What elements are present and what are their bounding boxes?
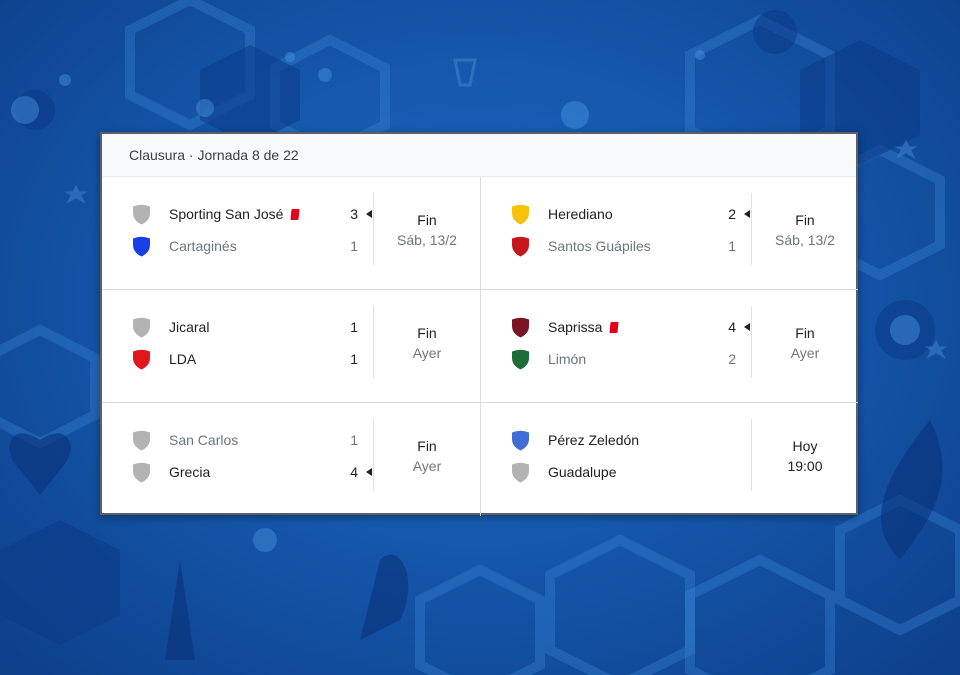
- home-team-row: Pérez Zeledón: [511, 428, 741, 452]
- winner-arrow-icon: [366, 210, 372, 218]
- team-score: 1: [728, 238, 736, 254]
- team-shield-icon: [133, 236, 150, 256]
- match-status-label: Fin: [417, 438, 437, 454]
- match-status: Fin Ayer: [752, 323, 858, 363]
- home-team-row: San Carlos: [132, 428, 362, 452]
- team-name: Herediano: [548, 206, 613, 222]
- card-header: Clausura · Jornada 8 de 22: [102, 134, 856, 177]
- match-date: Sáb, 13/2: [775, 232, 835, 248]
- team-score: 2: [728, 351, 736, 367]
- match-status-label: Hoy: [792, 438, 818, 454]
- match-date: Sáb, 13/2: [397, 232, 457, 248]
- team-name: Pérez Zeledón: [548, 432, 640, 448]
- home-team-row: Sporting San José: [132, 202, 362, 226]
- away-team-row: Cartaginés: [132, 234, 362, 258]
- match-card[interactable]: Sporting San José 3 Cartaginés 1 Fin Sáb, 13/…: [102, 177, 481, 290]
- match-date: Ayer: [790, 345, 820, 361]
- divider: [751, 193, 752, 265]
- team-name: Cartaginés: [169, 238, 237, 254]
- team-score: 1: [350, 238, 358, 254]
- away-team-row: Santos Guápiles: [511, 234, 741, 258]
- divider: [751, 306, 752, 378]
- match-card[interactable]: Herediano 2 Santos Guápiles 1 Fin Sáb, 13/2: [481, 177, 858, 290]
- team-score: 4: [728, 319, 736, 335]
- league-round-title[interactable]: Clausura · Jornada 8 de 22: [129, 147, 299, 163]
- match-card[interactable]: San Carlos 1 Grecia 4 Fin Ayer: [102, 403, 481, 516]
- winner-arrow-icon: [366, 468, 372, 476]
- match-status: Fin Ayer: [374, 436, 480, 476]
- home-team-row: Saprissa: [511, 315, 741, 339]
- winner-arrow-icon: [744, 323, 750, 331]
- team-name: San Carlos: [169, 432, 239, 448]
- divider: [373, 419, 374, 491]
- team-shield-icon: [512, 204, 529, 224]
- away-team-row: LDA: [132, 347, 362, 371]
- match-date: Ayer: [412, 345, 442, 361]
- divider: [373, 193, 374, 265]
- team-name: Santos Guápiles: [548, 238, 651, 254]
- team-shield-icon: [133, 204, 150, 224]
- team-name: Saprissa: [548, 319, 603, 335]
- team-shield-icon: [133, 349, 150, 369]
- team-score: 1: [350, 432, 358, 448]
- match-status: Hoy 19:00: [752, 436, 858, 476]
- match-card[interactable]: Jicaral 1 LDA 1 Fin Ayer: [102, 290, 481, 403]
- match-card[interactable]: Pérez Zeledón Guadalupe Hoy 19:00: [481, 403, 858, 516]
- team-shield-icon: [133, 430, 150, 450]
- team-name: Limón: [548, 351, 587, 367]
- match-results-card: Clausura · Jornada 8 de 22 Sporting San …: [100, 132, 858, 516]
- team-shield-icon: [512, 236, 529, 256]
- team-name: Jicaral: [169, 319, 210, 335]
- match-status-label: Fin: [795, 325, 815, 341]
- match-status-label: Fin: [795, 212, 815, 228]
- home-team-row: Jicaral: [132, 315, 362, 339]
- divider: [751, 419, 752, 491]
- team-name: Guadalupe: [548, 464, 617, 480]
- match-date: Ayer: [412, 458, 442, 474]
- red-card-icon: [609, 321, 620, 333]
- team-shield-icon: [512, 317, 529, 337]
- team-score: 2: [728, 206, 736, 222]
- winner-arrow-icon: [744, 210, 750, 218]
- red-card-icon: [290, 208, 300, 220]
- team-shield-icon: [133, 462, 150, 482]
- away-team-row: Limón: [511, 347, 741, 371]
- match-status: Fin Sáb, 13/2: [752, 210, 858, 250]
- team-name: LDA: [169, 351, 197, 367]
- match-grid: Sporting San José 3 Cartaginés 1 Fin Sáb, 13/…: [102, 177, 858, 516]
- team-name: Grecia: [169, 464, 211, 480]
- team-shield-icon: [512, 462, 529, 482]
- team-score: 3: [350, 206, 358, 222]
- match-card[interactable]: Saprissa 4 Limón 2 Fin Ayer: [481, 290, 858, 403]
- team-score: 1: [350, 351, 358, 367]
- home-team-row: Herediano: [511, 202, 741, 226]
- match-status: Fin Sáb, 13/2: [374, 210, 480, 250]
- match-status-label: Fin: [417, 212, 437, 228]
- divider: [373, 306, 374, 378]
- away-team-row: Guadalupe: [511, 460, 741, 484]
- match-status: Fin Ayer: [374, 323, 480, 363]
- away-team-row: Grecia: [132, 460, 362, 484]
- team-score: 4: [350, 464, 358, 480]
- match-status-label: Fin: [417, 325, 437, 341]
- team-shield-icon: [512, 349, 529, 369]
- match-date: 19:00: [787, 458, 823, 474]
- team-shield-icon: [512, 430, 529, 450]
- team-name: Sporting San José: [169, 206, 284, 222]
- team-score: 1: [350, 319, 358, 335]
- team-shield-icon: [133, 317, 150, 337]
